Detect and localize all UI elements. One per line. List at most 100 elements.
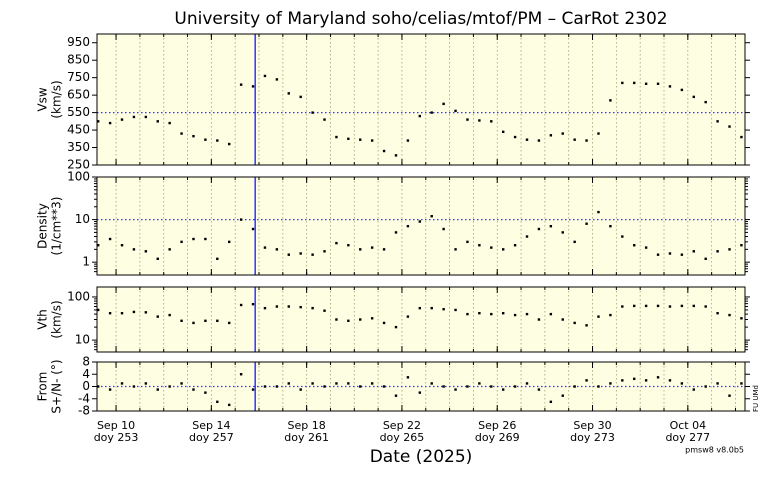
data-point [132, 115, 136, 119]
data-point [513, 244, 517, 247]
data-point [156, 257, 159, 261]
data-point [382, 248, 386, 251]
data-point [156, 120, 159, 123]
x-tick-sublabel: doy 253 [94, 431, 139, 444]
data-point [263, 306, 267, 310]
data-point [263, 74, 267, 78]
y-tick-label: 950 [67, 35, 90, 49]
data-point [406, 139, 410, 142]
data-point [418, 306, 422, 310]
data-point [704, 257, 707, 261]
data-point [728, 394, 731, 397]
data-point [478, 244, 481, 247]
data-point [680, 88, 684, 92]
data-point [275, 78, 279, 81]
data-point [144, 250, 148, 253]
data-point [478, 312, 481, 315]
x-tick-sublabel: doy 257 [189, 431, 234, 444]
panel-background [97, 34, 745, 165]
x-tick-label: Sep 18 [288, 419, 326, 432]
data-point [668, 85, 672, 88]
data-point [228, 403, 231, 407]
data-point [716, 312, 719, 315]
data-point [132, 248, 136, 251]
data-point [454, 308, 457, 312]
data-point [311, 111, 314, 114]
data-point [621, 379, 624, 382]
data-point [406, 376, 410, 379]
x-tick-sublabel: doy 269 [475, 431, 520, 444]
data-point [585, 324, 588, 327]
data-point [323, 118, 326, 121]
data-point [692, 388, 695, 391]
data-point [168, 248, 171, 251]
data-point [549, 224, 553, 228]
data-point [120, 382, 124, 385]
data-point [740, 382, 743, 385]
y-axis-label: Vth [36, 309, 50, 330]
data-point [108, 312, 112, 315]
data-point [692, 304, 695, 308]
data-point [96, 120, 100, 123]
x-tick-label: Sep 22 [383, 419, 421, 432]
data-point [490, 312, 493, 316]
data-point [716, 250, 719, 253]
data-point [728, 313, 731, 317]
data-point [656, 376, 660, 379]
data-point [597, 210, 600, 214]
data-point [454, 248, 457, 251]
data-point [680, 382, 684, 385]
data-point [692, 250, 695, 253]
data-point [704, 385, 707, 388]
data-point [228, 321, 231, 325]
x-axis-label: Date (2025) [370, 447, 473, 467]
data-point [644, 82, 648, 85]
data-point [108, 121, 112, 125]
data-point [740, 317, 743, 320]
data-point [561, 394, 564, 397]
data-point [728, 125, 731, 128]
panel-frame [96, 176, 746, 276]
data-point [347, 244, 350, 247]
data-point [323, 250, 326, 253]
data-point [668, 305, 672, 308]
y-tick-label: 8 [82, 355, 90, 369]
data-point [108, 388, 112, 391]
data-point [287, 253, 290, 256]
data-point [108, 237, 112, 241]
data-point [359, 318, 362, 321]
data-point [144, 115, 148, 119]
data-point [96, 385, 100, 388]
data-point [430, 382, 433, 385]
data-point [597, 315, 600, 318]
data-point [287, 92, 290, 95]
data-point [275, 385, 279, 388]
data-point [216, 319, 219, 323]
x-tick-label: Oct 04 [670, 419, 707, 432]
y-tick-label: -8 [78, 404, 90, 418]
data-point [501, 130, 505, 134]
data-point [311, 253, 314, 256]
data-point [633, 81, 636, 85]
data-point [549, 400, 553, 404]
data-point [335, 241, 338, 245]
x-tick-label: Sep 10 [97, 419, 135, 432]
data-point [323, 385, 326, 388]
data-point [609, 99, 612, 102]
data-point [418, 391, 422, 394]
data-point [418, 114, 422, 118]
data-point [347, 137, 350, 140]
data-point [454, 388, 457, 391]
data-point [394, 325, 398, 329]
data-point [335, 318, 338, 321]
data-point [299, 252, 302, 255]
data-point [382, 385, 386, 388]
y-axis-label: (km/s) [50, 80, 64, 118]
data-point [501, 248, 505, 251]
data-point [216, 139, 219, 142]
x-tick-sublabel: doy 273 [570, 431, 615, 444]
data-point [168, 385, 171, 388]
y-axis-label: Vsw [36, 87, 50, 111]
data-point [633, 304, 636, 308]
data-point [561, 132, 564, 135]
